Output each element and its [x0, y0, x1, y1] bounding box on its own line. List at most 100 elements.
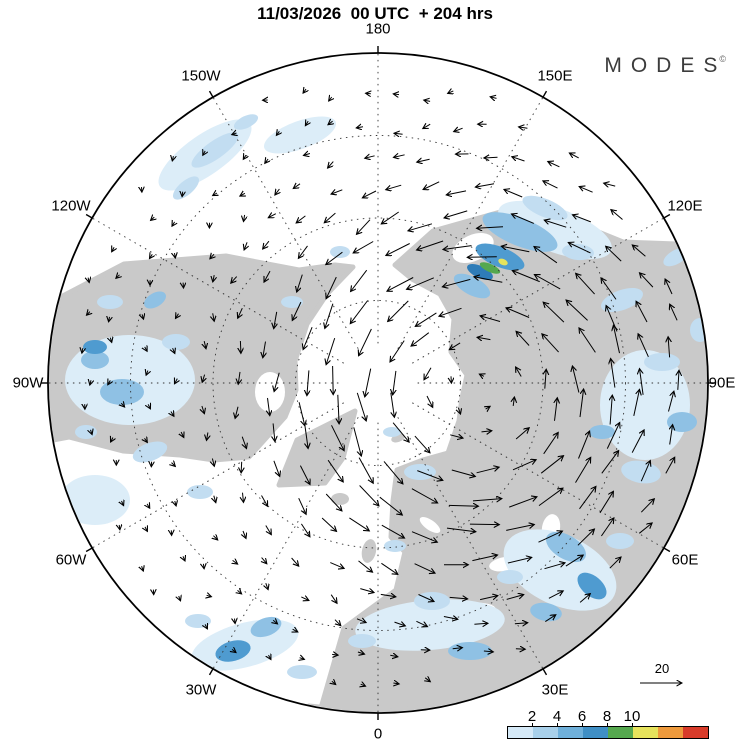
wind-vector	[330, 562, 344, 569]
wind-vector	[327, 459, 343, 482]
wind-vector	[307, 370, 309, 395]
wind-vector	[579, 486, 596, 510]
wind-vector	[515, 428, 529, 440]
wind-vector	[303, 327, 313, 349]
shaded-region	[281, 296, 303, 308]
wind-vector	[333, 365, 334, 395]
wind-vector	[411, 488, 438, 503]
wind-vector	[467, 257, 497, 258]
wind-vector	[305, 121, 308, 126]
wind-vector	[232, 133, 237, 135]
wind-vector	[486, 406, 491, 409]
wind-vector	[668, 337, 670, 358]
latitude-circle	[130, 135, 626, 631]
wind-vector	[640, 461, 650, 482]
wind-vector	[241, 461, 242, 473]
shaded-region	[187, 485, 213, 499]
wind-vector	[303, 89, 306, 93]
colorbar-segment	[508, 727, 533, 738]
wind-vector	[394, 622, 406, 626]
wind-vector	[606, 423, 619, 449]
wind-vector	[381, 562, 397, 574]
wind-vector	[181, 432, 184, 438]
shaded-region	[467, 263, 493, 281]
longitude-label: 0	[374, 726, 382, 743]
wind-vector	[393, 370, 396, 395]
wind-vector	[472, 555, 497, 562]
graticule	[48, 53, 708, 713]
wind-vector	[238, 307, 243, 318]
wind-vector	[173, 348, 175, 353]
wind-vector	[116, 275, 120, 279]
longitude-label: 60E	[672, 552, 699, 569]
shaded-region	[644, 353, 680, 371]
wind-vector	[481, 431, 492, 432]
wind-vector	[477, 227, 504, 229]
wind-vector	[353, 241, 374, 253]
wind-vector	[606, 246, 622, 262]
wind-vector	[390, 655, 398, 657]
longitude-tick	[208, 90, 214, 98]
wind-vector	[638, 523, 652, 534]
meridian-line	[397, 417, 544, 670]
wind-vector	[504, 189, 523, 198]
wind-vector	[479, 596, 498, 600]
colorbar-tick-mark	[632, 723, 633, 726]
longitude-label: 90W	[13, 375, 45, 392]
wind-vector	[506, 595, 524, 600]
meridian-line	[412, 217, 665, 364]
wind-vector	[388, 300, 409, 322]
wind-vector	[454, 128, 463, 131]
wind-vector	[538, 488, 563, 507]
colorbar-bar	[507, 726, 709, 739]
wind-vector	[631, 430, 644, 453]
wind-vector	[112, 247, 114, 251]
wind-vector	[599, 491, 613, 514]
wind-vector	[569, 153, 579, 159]
wind-vector	[509, 497, 537, 508]
wind-vector	[353, 427, 362, 456]
wind-vector	[548, 162, 560, 168]
wind-vector	[326, 276, 337, 299]
shaded-region	[606, 533, 634, 549]
wind-vector	[448, 505, 478, 506]
wind-vector	[300, 658, 305, 660]
wind-vector	[145, 347, 147, 351]
wind-vector	[417, 470, 443, 481]
wind-vector	[449, 342, 461, 350]
wind-vector	[579, 328, 596, 353]
wind-vector	[176, 314, 179, 319]
wind-vector	[512, 214, 534, 224]
wind-vector	[273, 423, 275, 441]
wind-vector	[262, 557, 267, 564]
wind-vector	[331, 425, 345, 450]
wind-vector	[611, 359, 616, 388]
wind-vector	[362, 190, 377, 198]
wind-vector	[238, 371, 240, 384]
wind-vector	[443, 617, 458, 620]
wind-vector	[202, 374, 204, 383]
wind-vector	[640, 369, 644, 395]
wind-vector	[365, 368, 372, 397]
shaded-region	[287, 665, 317, 679]
wind-vector	[439, 307, 462, 316]
wind-vector	[150, 254, 153, 258]
wind-vector	[442, 278, 471, 286]
wind-vector	[111, 438, 113, 443]
wind-vector	[579, 389, 584, 418]
wind-vector	[324, 212, 336, 223]
wind-vector	[516, 367, 522, 377]
wind-vector	[242, 436, 246, 449]
wind-vector	[142, 314, 143, 319]
wind-vector	[298, 245, 308, 258]
meridian-line	[412, 402, 665, 549]
wind-vector	[393, 94, 399, 95]
wind-vector	[207, 432, 208, 441]
wind-vector	[609, 557, 621, 569]
wind-vector	[474, 277, 503, 283]
wind-vector	[414, 563, 435, 574]
wind-vector	[273, 460, 280, 477]
wind-vector	[151, 217, 155, 220]
colorbar-segment	[658, 727, 683, 738]
shaded-region	[562, 243, 594, 261]
